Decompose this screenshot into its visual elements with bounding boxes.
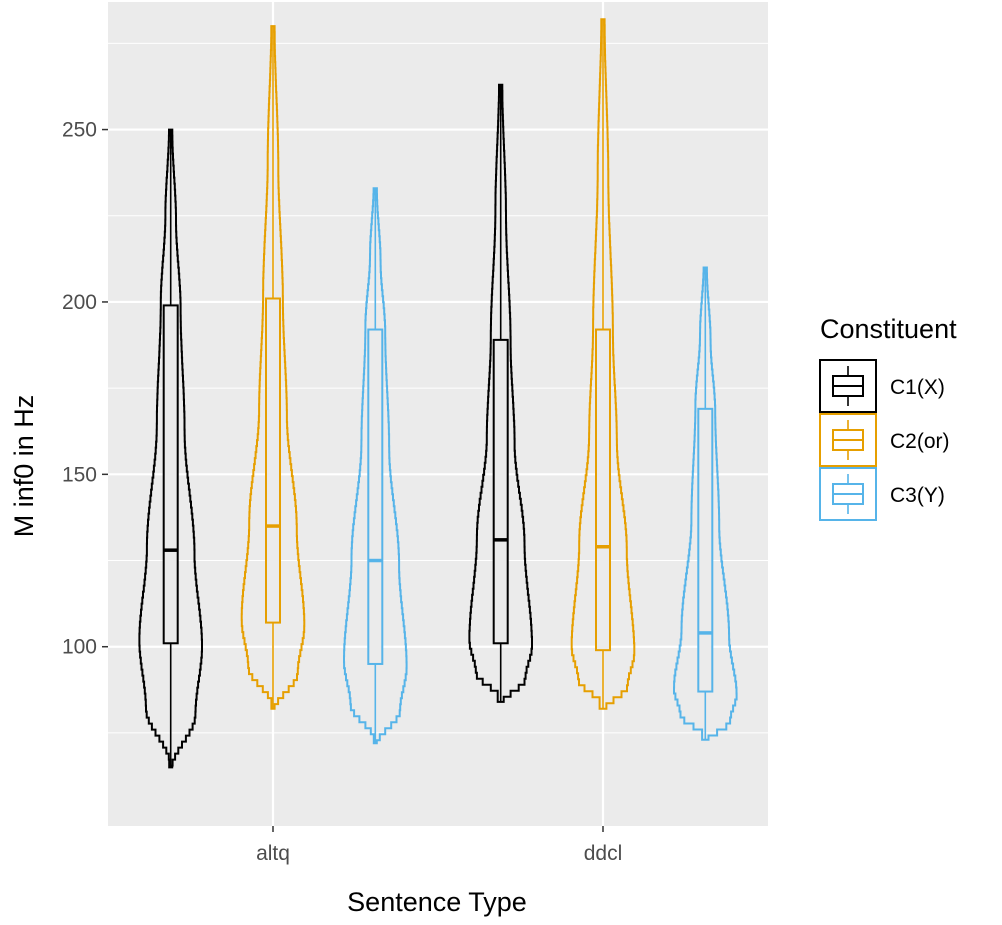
x-tick-label: altq xyxy=(256,842,290,865)
boxplots xyxy=(162,19,714,768)
legend-label: C1(X) xyxy=(890,376,945,399)
violin-ddcl-C1(X) xyxy=(468,83,533,703)
grid-minor xyxy=(108,42,768,734)
y-axis: 100 150 200 250 xyxy=(62,119,108,659)
box-altq-C1(X) xyxy=(162,304,179,645)
legend-key-C1(X) xyxy=(819,359,877,413)
box-ddcl-C3(Y) xyxy=(697,407,714,693)
box-altq-C3(Y) xyxy=(367,328,384,665)
violin-altq-C1(X) xyxy=(138,128,203,769)
legend-key-C3(Y) xyxy=(819,467,877,521)
x-axis: altq ddcl xyxy=(256,826,622,865)
legend-label: C2(or) xyxy=(890,430,950,453)
box-ddcl-C1(X) xyxy=(492,338,509,645)
box-altq-C2(or) xyxy=(265,297,281,624)
violin-ddcl-C2(or) xyxy=(570,18,636,710)
violin-altq-C3(Y) xyxy=(343,187,408,745)
legend-label: C3(Y) xyxy=(890,484,945,507)
x-axis-title: Sentence Type xyxy=(347,887,527,917)
legend: Constituent C1(X) C2(or) C3(Y) xyxy=(819,314,957,521)
legend-key-C2(or) xyxy=(819,413,877,467)
y-tick-label: 150 xyxy=(62,463,97,486)
violins xyxy=(138,18,738,769)
x-tick-label: ddcl xyxy=(584,842,623,865)
y-tick-label: 250 xyxy=(62,119,97,142)
plot-panel xyxy=(108,2,768,826)
y-tick-label: 100 xyxy=(62,636,97,659)
box-ddcl-C2(or) xyxy=(595,328,611,652)
legend-title: Constituent xyxy=(820,314,957,344)
y-tick-label: 200 xyxy=(62,291,97,314)
violin-altq-C2(or) xyxy=(240,25,306,710)
y-axis-title: M inf0 in Hz xyxy=(9,395,39,538)
violin-ddcl-C3(Y) xyxy=(673,266,738,741)
